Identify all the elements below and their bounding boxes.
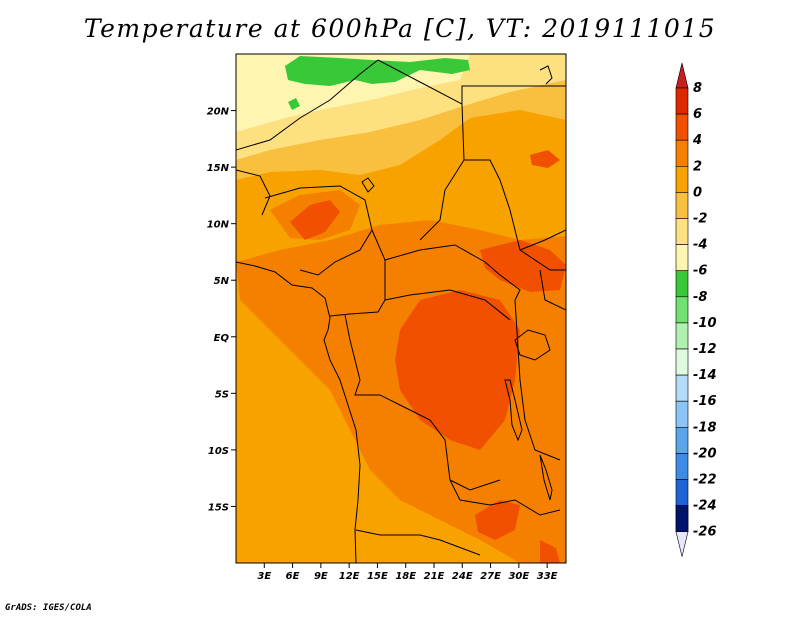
colorbar-swatch-darkest [675,505,689,533]
colorbar-label: -20 [693,446,717,461]
x-tick-label: 15E [367,571,388,582]
x-tick-label: 9E [314,571,328,582]
colorbar-swatch [675,322,689,350]
x-tick-label: 6E [286,571,300,582]
colorbar-label: 2 [693,159,702,174]
field-hot-sudan-region [480,240,566,292]
coastline-west [236,261,361,563]
colorbar-label: 8 [693,81,702,96]
field-green-patch [288,98,300,110]
border-ethiopia [519,229,566,251]
y-tick-label: 10S [208,446,229,457]
colorbar-swatch [675,426,689,454]
colorbar-swatch [675,113,689,141]
x-tick-label: 24E [452,571,473,582]
colorbar-label: -12 [693,342,717,357]
colorbar-label: -22 [693,473,717,488]
colorbar-swatch [675,87,689,115]
plot-frame [235,53,567,564]
colorbar: 8 6 4 2 0 -2 -4 -6 -8 -10 -12 -14 -16 -18 -20 -22 -24 -26 [675,62,717,557]
border-congo [344,314,380,396]
border-car [384,244,521,301]
field-hot-east-patch [530,150,560,168]
x-tick-label: 33E [537,571,558,582]
chart-title: Temperature at 600hPa [C], VT: 201911101… [83,14,717,43]
colorbar-swatch [675,244,689,272]
colorbar-swatch [675,192,689,219]
field-hot-congo-region [395,290,520,450]
border-sudan-line [464,159,566,271]
y-tick-label: 5N [214,276,230,287]
colorbar-label: 4 [692,133,702,148]
border-niger-line [236,59,379,151]
colorbar-swatch [675,453,689,480]
colorbar-bottom-arrow [675,531,689,557]
grads-credit: GrADS: IGES/COLA [5,603,92,613]
red-sea-coast [539,65,553,85]
border-libya-egypt [461,85,566,104]
country-borders [236,59,566,563]
colorbar-label: -8 [693,290,707,305]
field-green-region [285,56,470,86]
border-tanzania [514,299,561,461]
border-cameroon [329,229,386,317]
x-tick-label: 30E [508,571,529,582]
temperature-field [236,54,566,563]
colorbar-label: 0 [693,185,702,200]
colorbar-swatch [675,479,689,506]
colorbar-swatch [675,374,689,402]
colorbar-label: -24 [693,499,717,514]
x-tick-label: 12E [339,571,360,582]
field-hot-nigeria-region [290,200,340,240]
colorbar-label: -14 [693,368,717,383]
colorbar-label: -4 [693,238,707,253]
lake-victoria [514,329,551,361]
y-tick-label: 20N [207,107,230,118]
colorbar-swatch [675,296,689,324]
colorbar-label: -2 [693,212,707,227]
border-zambia [449,479,561,516]
y-tick-label: 15S [208,502,229,513]
colorbar-label: 6 [693,107,702,122]
border-drc-west [379,394,501,491]
y-tick-label: EQ [214,333,230,344]
y-tick-label: 10N [207,220,230,231]
colorbar-label: -26 [693,525,717,540]
x-tick-label: 3E [257,571,271,582]
colorbar-label: -16 [693,394,717,409]
lake-tanganyika [504,379,523,442]
x-tick-label: 18E [395,571,416,582]
colorbar-label: -6 [693,264,707,279]
colorbar-top-arrow [675,62,689,89]
lake-malawi [539,454,553,501]
colorbar-swatch [675,400,689,428]
x-axis: 3E 6E 9E 12E 15E 18E 21E 24E 27E 30E 33E [257,563,558,582]
colorbar-swatch [675,166,689,193]
y-tick-label: 5S [215,389,229,400]
colorbar-label: -18 [693,420,717,435]
map-plot-area [235,53,567,564]
x-tick-label: 27E [480,571,501,582]
colorbar-swatch [675,139,689,167]
border-angola-south [355,529,481,556]
lake-chad [361,177,375,193]
field-hot-southeast-region [475,500,520,540]
colorbar-swatch [675,348,689,376]
border-drc-north [384,289,511,321]
y-axis: 20N 15N 10N 5N EQ 5S 10S 15S [207,107,236,513]
colorbar-label: -10 [693,316,717,331]
colorbar-swatch [675,218,689,245]
border-mali [236,169,271,216]
border-kenya [539,269,566,311]
x-tick-label: 21E [424,571,445,582]
y-tick-label: 15N [207,163,230,174]
colorbar-swatch [675,270,689,298]
field-hot-south-patch [540,540,560,563]
